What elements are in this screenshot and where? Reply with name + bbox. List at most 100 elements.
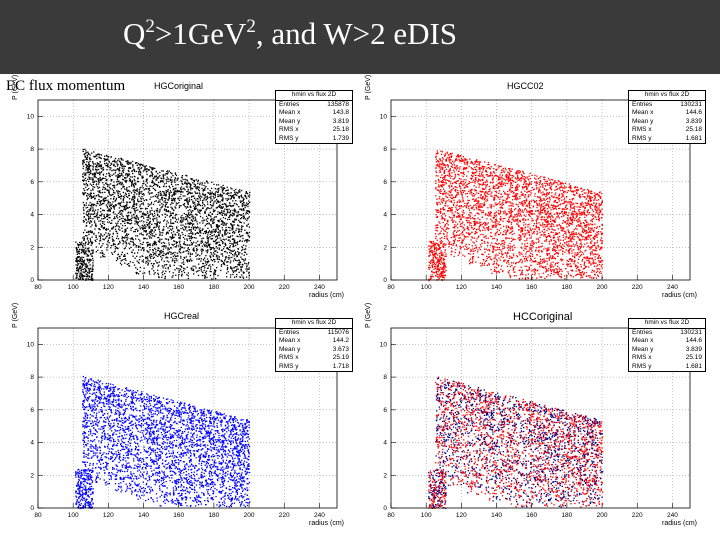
scatter-point xyxy=(207,260,210,262)
scatter-point xyxy=(599,247,601,249)
scatter-point xyxy=(85,225,87,227)
scatter-point xyxy=(183,256,185,259)
scatter-point xyxy=(554,207,556,209)
scatter-point xyxy=(87,168,90,170)
scatter-point xyxy=(595,271,598,273)
scatter-point xyxy=(120,253,123,256)
scatter-point xyxy=(241,235,243,237)
scatter-point xyxy=(123,169,125,171)
scatter-point xyxy=(237,250,239,253)
scatter-point xyxy=(123,248,125,250)
scatter-point xyxy=(91,224,93,226)
scatter-point xyxy=(158,236,160,239)
scatter-point xyxy=(81,241,83,243)
scatter-point xyxy=(136,193,138,195)
scatter-point xyxy=(572,235,574,237)
scatter-point xyxy=(163,226,165,228)
scatter-point xyxy=(233,208,236,210)
scatter-point xyxy=(175,234,177,236)
scatter-point xyxy=(599,257,601,259)
scatter-point xyxy=(139,240,141,242)
scatter-point xyxy=(187,251,190,253)
scatter-point xyxy=(196,221,198,223)
scatter-point xyxy=(248,267,250,269)
scatter-point xyxy=(509,249,511,251)
scatter-point xyxy=(534,272,536,274)
scatter-point xyxy=(126,203,128,205)
scatter-point xyxy=(468,232,470,234)
scatter-point xyxy=(237,253,240,255)
scatter-point xyxy=(439,169,441,172)
scatter-point xyxy=(237,248,240,250)
scatter-point xyxy=(89,259,91,261)
scatter-point xyxy=(462,246,464,248)
scatter-point xyxy=(510,256,512,258)
scatter-point xyxy=(496,238,498,241)
scatter-point xyxy=(152,203,155,205)
scatter-point xyxy=(204,210,206,213)
scatter-point xyxy=(589,196,591,199)
scatter-point xyxy=(153,231,155,233)
scatter-point xyxy=(112,184,114,187)
scatter-point xyxy=(528,250,530,252)
scatter-point xyxy=(96,201,99,203)
scatter-point xyxy=(537,241,540,243)
scatter-point xyxy=(163,209,166,211)
scatter-point xyxy=(174,172,177,174)
scatter-point xyxy=(479,230,481,232)
scatter-point xyxy=(143,230,145,232)
scatter-point xyxy=(98,220,100,222)
scatter-point xyxy=(127,160,129,162)
scatter-point xyxy=(488,185,491,188)
scatter-point xyxy=(119,240,121,243)
scatter-point xyxy=(537,250,539,252)
scatter-point xyxy=(154,188,156,191)
scatter-point xyxy=(209,192,211,194)
scatter-point xyxy=(108,190,110,193)
scatter-point xyxy=(445,164,447,167)
scatter-point xyxy=(89,195,91,198)
scatter-point xyxy=(188,229,190,231)
scatter-point xyxy=(134,244,136,246)
scatter-point xyxy=(119,216,121,218)
scatter-point xyxy=(216,267,218,269)
scatter-point xyxy=(188,222,191,225)
scatter-point xyxy=(205,270,208,272)
scatter-point xyxy=(232,228,234,230)
scatter-point xyxy=(98,195,100,198)
scatter-point xyxy=(141,247,144,250)
scatter-point xyxy=(151,235,153,237)
scatter-point xyxy=(120,164,122,167)
scatter-point xyxy=(117,258,119,260)
scatter-point xyxy=(84,173,86,176)
scatter-point xyxy=(128,180,131,182)
scatter-point xyxy=(119,172,121,174)
scatter-point xyxy=(164,216,167,218)
scatter-point xyxy=(226,264,228,267)
scatter-point xyxy=(231,214,233,216)
scatter-point xyxy=(135,271,137,274)
scatter-point xyxy=(149,213,152,215)
scatter-point xyxy=(211,260,214,262)
scatter-point xyxy=(515,199,518,201)
scatter-point xyxy=(231,224,233,226)
scatter-point xyxy=(111,194,113,196)
scatter-point xyxy=(479,218,481,221)
scatter-point xyxy=(149,260,151,262)
scatter-point xyxy=(95,154,97,156)
scatter-point xyxy=(177,268,179,270)
scatter-point xyxy=(164,200,166,202)
scatter-point xyxy=(591,271,593,273)
scatter-point xyxy=(539,276,541,278)
scatter-point xyxy=(159,233,161,235)
scatter-point xyxy=(198,196,200,198)
scatter-point xyxy=(107,163,109,165)
scatter-point xyxy=(151,167,153,169)
scatter-point xyxy=(146,179,148,182)
scatter-point xyxy=(91,152,93,154)
scatter-point xyxy=(223,192,225,194)
scatter-point xyxy=(499,201,501,203)
scatter-point xyxy=(121,220,124,222)
scatter-point xyxy=(169,179,171,181)
